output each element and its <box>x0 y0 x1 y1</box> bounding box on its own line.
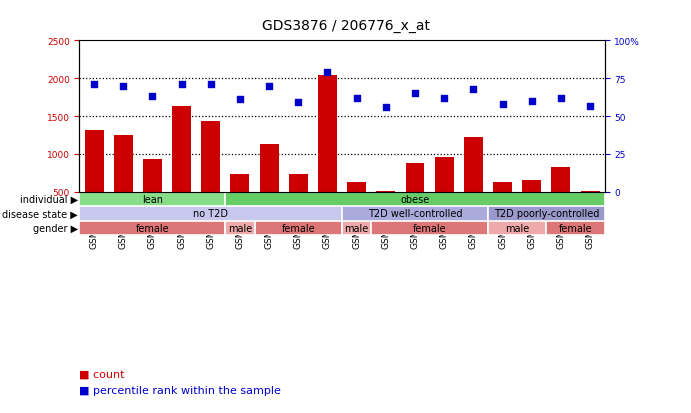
Bar <box>488 207 605 221</box>
Bar <box>260 145 278 192</box>
Point <box>176 82 187 88</box>
Bar <box>143 159 162 192</box>
Point <box>293 100 304 107</box>
Point <box>117 83 129 90</box>
Bar <box>318 76 337 192</box>
Text: ■ percentile rank within the sample: ■ percentile rank within the sample <box>79 385 281 395</box>
Bar <box>79 207 342 221</box>
Bar <box>342 221 371 235</box>
Bar <box>114 136 133 192</box>
Text: female: female <box>281 223 315 233</box>
Bar <box>342 207 488 221</box>
Bar <box>488 221 547 235</box>
Text: T2D poorly-controlled: T2D poorly-controlled <box>493 209 599 219</box>
Text: lean: lean <box>142 195 163 204</box>
Point <box>88 82 100 88</box>
Point <box>439 95 450 102</box>
Text: no T2D: no T2D <box>193 209 228 219</box>
Point <box>526 98 537 105</box>
Bar <box>79 221 225 235</box>
Bar <box>289 174 307 192</box>
Text: gender ▶: gender ▶ <box>33 223 78 233</box>
Text: individual ▶: individual ▶ <box>20 195 78 204</box>
Text: T2D well-controlled: T2D well-controlled <box>368 209 462 219</box>
Point <box>263 83 274 90</box>
Text: male: male <box>505 223 529 233</box>
Bar <box>547 221 605 235</box>
Point <box>410 91 421 97</box>
Text: ■ count: ■ count <box>79 369 125 379</box>
Bar <box>493 183 512 192</box>
Bar <box>254 221 342 235</box>
Bar <box>371 221 488 235</box>
Bar <box>435 158 453 192</box>
Bar <box>347 183 366 192</box>
Bar <box>225 221 254 235</box>
Point <box>585 103 596 109</box>
Bar <box>406 164 424 192</box>
Point <box>468 86 479 93</box>
Bar <box>201 121 220 192</box>
Bar <box>230 175 249 192</box>
Text: obese: obese <box>400 195 430 204</box>
Bar <box>522 181 541 192</box>
Text: female: female <box>135 223 169 233</box>
Bar <box>225 192 605 207</box>
Point <box>497 102 508 108</box>
Text: disease state ▶: disease state ▶ <box>2 209 78 219</box>
Bar <box>84 131 104 192</box>
Text: male: male <box>345 223 369 233</box>
Point <box>322 70 333 76</box>
Point <box>147 94 158 100</box>
Point <box>380 104 391 111</box>
Text: GDS3876 / 206776_x_at: GDS3876 / 206776_x_at <box>261 19 430 33</box>
Point <box>205 82 216 88</box>
Bar <box>79 192 225 207</box>
Bar <box>464 137 483 192</box>
Text: female: female <box>413 223 446 233</box>
Point <box>556 95 567 102</box>
Text: male: male <box>228 223 252 233</box>
Point <box>351 95 362 102</box>
Bar <box>172 106 191 192</box>
Bar <box>551 167 570 192</box>
Text: female: female <box>558 223 592 233</box>
Point <box>234 97 245 104</box>
